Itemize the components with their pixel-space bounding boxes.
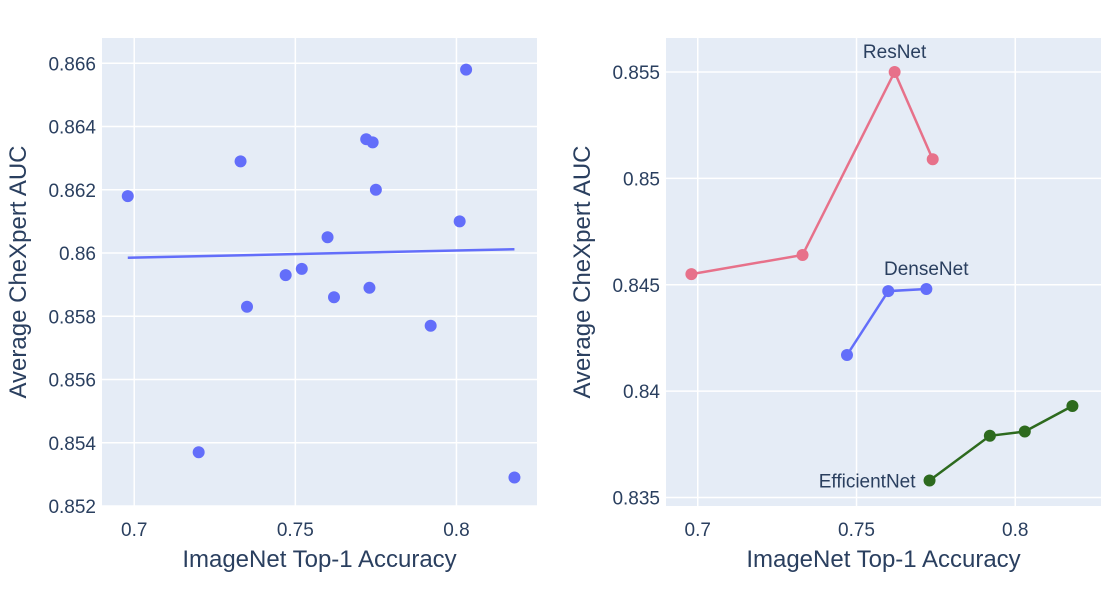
- series-point-resnet: [926, 153, 939, 166]
- x-tick-label: 0.8: [1002, 520, 1028, 541]
- series-point-efficientnet: [923, 474, 936, 487]
- x-tick-label: 0.75: [277, 520, 314, 541]
- scatter-point: [279, 269, 292, 282]
- series-line-resnet: [691, 69, 934, 276]
- scatter-point: [460, 63, 473, 76]
- scatter-point: [328, 291, 340, 304]
- series-point-efficientnet: [983, 429, 996, 442]
- y-tick-label: 0.85: [623, 169, 660, 190]
- plot-background: [102, 38, 537, 506]
- y-tick-label: 0.854: [48, 434, 96, 455]
- series-point-efficientnet: [1018, 425, 1031, 438]
- x-tick-label: 0.7: [121, 520, 147, 541]
- y-tick-label: 0.852: [48, 497, 96, 518]
- scatter-point: [241, 300, 253, 313]
- scatter-point: [369, 183, 382, 196]
- series-point-densenet: [920, 283, 933, 296]
- series-point-resnet: [685, 268, 698, 281]
- y-tick-label: 0.835: [612, 488, 660, 509]
- trendline: [127, 247, 515, 260]
- y-tick-label: 0.855: [612, 63, 660, 84]
- series-point-resnet: [796, 248, 809, 261]
- y-tick-label: 0.858: [48, 307, 96, 328]
- x-axis-title: ImageNet Top-1 Accuracy: [182, 546, 456, 573]
- y-tick-label: 0.856: [48, 371, 96, 392]
- x-tick-label: 0.7: [685, 520, 711, 541]
- x-tick-label: 0.8: [443, 520, 469, 541]
- y-tick-label: 0.86: [59, 244, 96, 265]
- y-tick-label: 0.866: [48, 54, 96, 75]
- x-axis-title: ImageNet Top-1 Accuracy: [746, 546, 1020, 573]
- left-scatter-chart: 0.7 0.75 0.8 0.852 0.854 0.856 0.858 0.86 0.862 0…: [5, 38, 537, 573]
- scatter-point: [234, 155, 247, 168]
- scatter-point: [121, 190, 134, 203]
- series-point-densenet: [882, 285, 895, 298]
- x-tick-label: 0.75: [838, 520, 875, 541]
- series-point-efficientnet: [1066, 400, 1079, 413]
- series-line-efficientnet: [928, 404, 1073, 482]
- right-line-chart: 0.7 0.75 0.8 0.835 0.84 0.845 0.85 0.855 ImageNe…: [569, 38, 1101, 573]
- y-axis-title: Average CheXpert AUC: [569, 145, 596, 398]
- scatter-point: [192, 446, 205, 459]
- series-label-densenet: DenseNet: [884, 259, 969, 280]
- y-tick-label: 0.845: [612, 276, 660, 297]
- data-layer: [121, 63, 521, 484]
- series-label-efficientnet: EfficientNet: [819, 471, 917, 492]
- scatter-point: [424, 319, 437, 332]
- y-axis-title: Average CheXpert AUC: [5, 145, 32, 398]
- series-point-resnet: [888, 66, 901, 79]
- y-tick-label: 0.84: [623, 382, 660, 403]
- series-label-resnet: ResNet: [863, 42, 927, 63]
- y-tick-label: 0.862: [48, 181, 96, 202]
- scatter-point: [295, 262, 308, 275]
- scatter-point: [453, 215, 466, 228]
- scatter-point: [508, 471, 521, 484]
- scatter-point: [366, 136, 379, 149]
- scatter-point: [321, 231, 334, 244]
- series-point-densenet: [840, 348, 853, 361]
- data-layer: [685, 66, 1079, 487]
- scatter-point: [363, 281, 376, 294]
- y-tick-label: 0.864: [48, 118, 96, 139]
